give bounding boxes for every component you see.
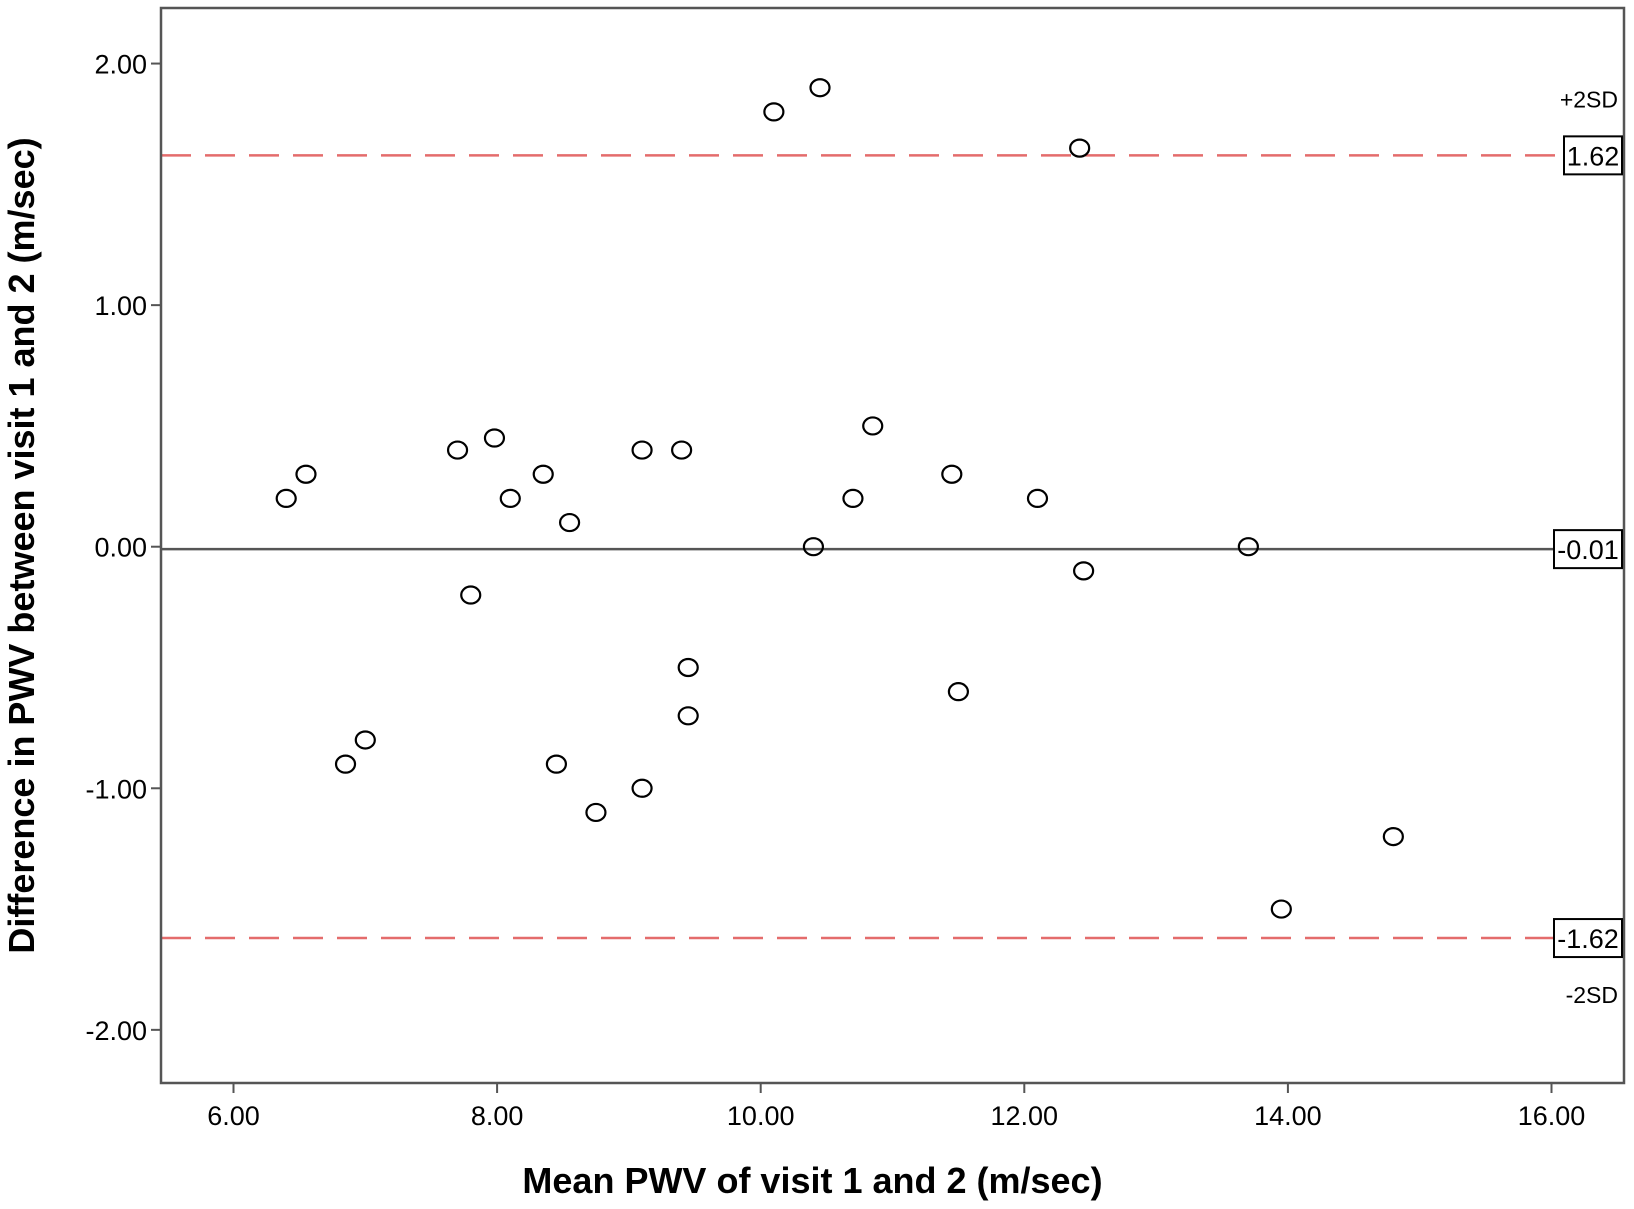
- y-tick-label: -1.00: [85, 774, 147, 804]
- sd-label-upper: +2SD: [1560, 86, 1618, 112]
- reference-label-box-mean: [1553, 529, 1623, 570]
- data-point: [1069, 138, 1091, 158]
- y-tick-label: 0.00: [94, 533, 147, 563]
- y-tick-label: -2.00: [85, 1016, 147, 1046]
- data-point: [275, 488, 297, 508]
- y-tick-label: 1.00: [94, 291, 147, 321]
- data-points: [275, 78, 1404, 919]
- data-point: [532, 464, 554, 484]
- data-point: [677, 706, 699, 726]
- x-tick-label: 14.00: [1254, 1101, 1322, 1131]
- data-point: [631, 440, 653, 460]
- reference-label-box-lower: [1553, 918, 1623, 959]
- reference-label-upper: 1.62: [1567, 141, 1620, 171]
- y-tick-label: 2.00: [94, 50, 147, 80]
- reference-line-labels: 1.62 +2SD -0.01 -1.62 -2SD: [1553, 86, 1623, 1008]
- data-point: [460, 585, 482, 605]
- reference-label-box-upper: [1563, 135, 1623, 176]
- data-point: [842, 488, 864, 508]
- data-point: [1026, 488, 1049, 508]
- data-point: [802, 537, 825, 557]
- data-point: [354, 730, 376, 750]
- data-point: [1073, 561, 1095, 581]
- plot-frame: [159, 6, 1626, 1085]
- y-axis: 2.00 1.00 0.00 -1.00 -2.00: [85, 50, 161, 1046]
- x-axis: 6.00 8.00 10.00 12.00 14.00 16.00: [207, 1083, 1585, 1131]
- data-point: [1270, 899, 1292, 919]
- x-tick-label: 16.00: [1518, 1101, 1586, 1131]
- reference-lines: [161, 154, 1624, 940]
- data-point: [558, 512, 581, 533]
- data-point: [763, 102, 785, 122]
- x-tick-label: 10.00: [727, 1101, 795, 1131]
- data-point: [677, 657, 699, 678]
- data-point: [483, 428, 506, 448]
- data-point: [1237, 537, 1259, 557]
- data-point: [499, 488, 521, 508]
- data-point: [809, 78, 831, 98]
- data-point: [631, 778, 653, 798]
- data-point: [1382, 826, 1404, 847]
- x-tick-label: 6.00: [207, 1101, 260, 1131]
- reference-label-lower: -1.62: [1557, 924, 1619, 954]
- y-axis-title: Difference in PWV between visit 1 and 2 …: [1, 137, 42, 953]
- data-point: [334, 754, 357, 774]
- reference-label-mean: -0.01: [1557, 535, 1619, 565]
- data-point: [947, 682, 970, 702]
- sd-label-lower: -2SD: [1566, 982, 1618, 1008]
- x-tick-label: 8.00: [471, 1101, 524, 1131]
- x-axis-title: Mean PWV of visit 1 and 2 (m/sec): [522, 1160, 1102, 1201]
- data-point: [862, 416, 884, 436]
- data-point: [941, 464, 963, 484]
- x-tick-label: 12.00: [991, 1101, 1059, 1131]
- data-point: [545, 754, 568, 774]
- data-point: [671, 440, 693, 460]
- data-point: [446, 440, 469, 460]
- data-point: [295, 464, 317, 484]
- data-point: [585, 802, 607, 823]
